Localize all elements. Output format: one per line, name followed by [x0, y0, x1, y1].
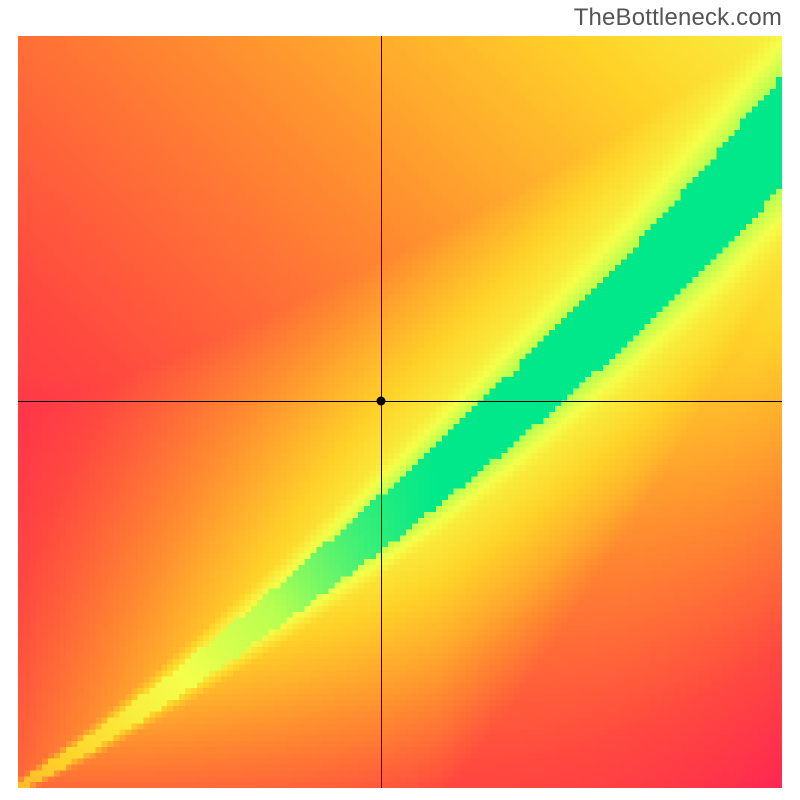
crosshair-marker	[377, 397, 386, 406]
crosshair-horizontal-line	[18, 401, 782, 402]
chart-container: TheBottleneck.com	[0, 0, 800, 800]
watermark-text: TheBottleneck.com	[574, 4, 782, 32]
crosshair-vertical-line	[381, 36, 382, 788]
heatmap-canvas	[18, 36, 782, 788]
heatmap-plot-area	[18, 36, 782, 788]
